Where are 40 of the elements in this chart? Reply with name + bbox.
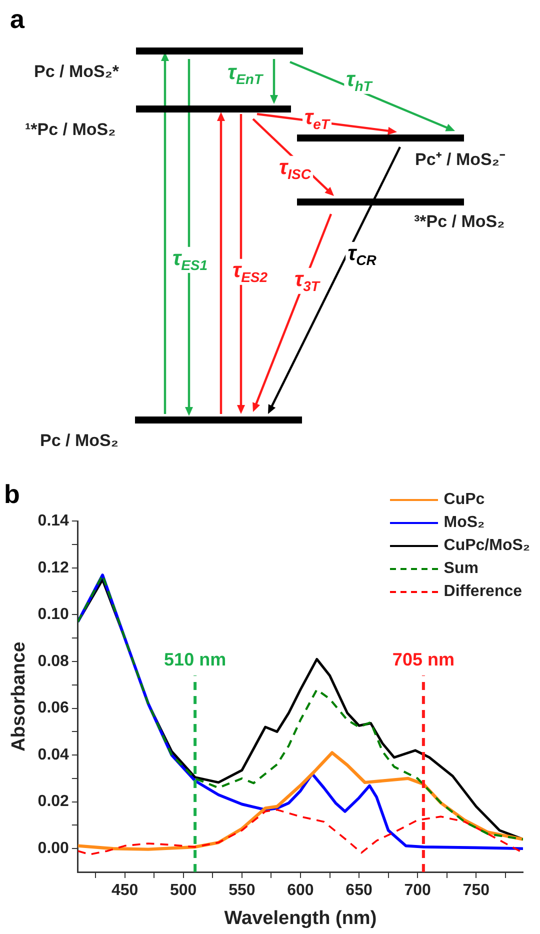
ref-line-label: 705 nm bbox=[392, 650, 454, 670]
x-axis-title: Wavelength (nm) bbox=[224, 908, 377, 929]
text: τ$_{hT}$ bbox=[344, 68, 374, 94]
text: τ$_{CR}$ bbox=[346, 242, 378, 268]
y-tick-label: 0.12 bbox=[38, 559, 70, 576]
ref-line-label: 510 nm bbox=[164, 650, 226, 670]
legend-label: Sum bbox=[444, 560, 478, 578]
y-tick-label: 0.08 bbox=[38, 652, 70, 670]
y-tick-label: 0.00 bbox=[38, 840, 70, 858]
text: Pc / MoS₂ bbox=[40, 431, 118, 450]
text: τ$_{ES1}$ bbox=[170, 246, 210, 274]
x-tick-label: 600 bbox=[287, 882, 314, 900]
text: τ$_{eT}$ bbox=[302, 106, 332, 132]
text: a bbox=[10, 4, 24, 35]
text: τ$_{3T}$ bbox=[292, 268, 322, 294]
text: τ$_{EnT}$ bbox=[225, 60, 265, 88]
line-series bbox=[78, 808, 523, 856]
text: ³*Pc / MoS₂ bbox=[414, 212, 505, 231]
y-tick-label: 0.06 bbox=[38, 700, 70, 717]
y-tick-label: 0.14 bbox=[38, 512, 70, 530]
chart-title: b bbox=[4, 478, 20, 509]
legend-label: CuPc bbox=[444, 490, 485, 508]
text: τ$_{ISC}$ bbox=[277, 156, 313, 182]
x-tick-label: 700 bbox=[404, 882, 432, 900]
legend-label: Difference bbox=[444, 582, 522, 600]
x-tick-label: 450 bbox=[111, 882, 138, 900]
y-axis-title: Absorbance bbox=[8, 642, 30, 752]
x-tick-label: 650 bbox=[346, 882, 372, 900]
y-tick-label: 0.04 bbox=[38, 746, 70, 764]
y-tick-label: 0.10 bbox=[38, 606, 70, 624]
y-tick-label: 0.02 bbox=[38, 793, 70, 810]
text: ¹*Pc / MoS₂ bbox=[25, 120, 116, 139]
x-tick-label: 500 bbox=[170, 882, 197, 900]
text: τ$_{ES2}$ bbox=[230, 258, 270, 286]
legend-label: CuPc/MoS₂ bbox=[444, 536, 530, 554]
legend-label: MoS₂ bbox=[444, 514, 485, 532]
x-tick-label: 550 bbox=[228, 882, 256, 900]
x-tick-label: 750 bbox=[462, 882, 490, 900]
text: Pc⁺ / MoS₂⁻ bbox=[415, 150, 506, 169]
text: Pc / MoS₂* bbox=[34, 62, 120, 81]
